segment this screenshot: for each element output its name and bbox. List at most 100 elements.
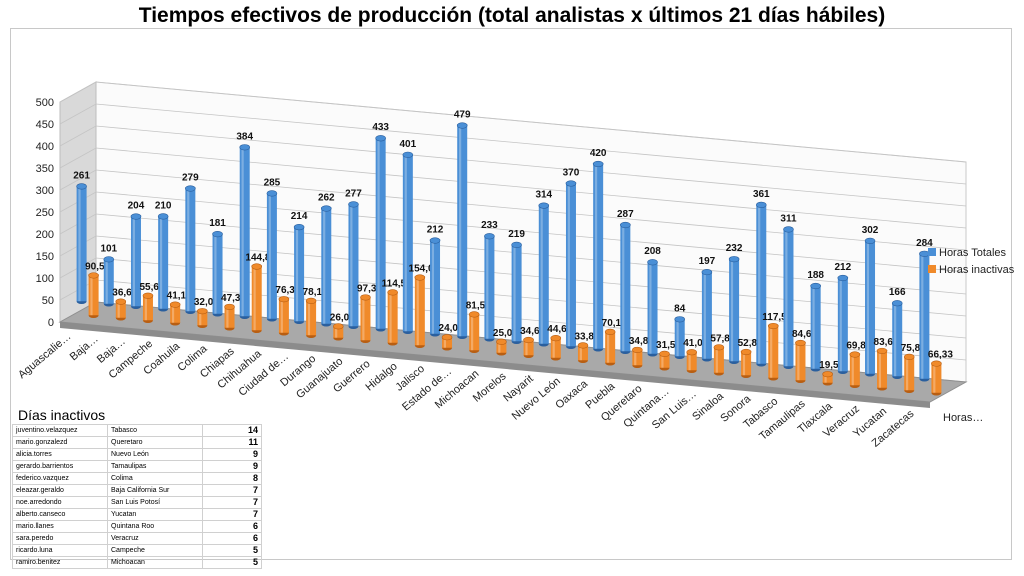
data-label-horas-inactivas: 90,50 — [85, 261, 110, 272]
table-cell-state: Baja California Sur — [107, 484, 203, 497]
table-cell-user: federico.vazquez — [12, 472, 108, 485]
table-cell-days: 7 — [202, 508, 262, 521]
data-label-horas-totales: 311 — [780, 213, 797, 224]
bar-horas-totales — [810, 282, 821, 372]
bar-horas-inactivas — [224, 303, 235, 331]
data-label-horas-inactivas: 41,17 — [167, 291, 192, 302]
bar-horas-totales — [701, 268, 713, 362]
data-label-horas-inactivas: 114,50 — [382, 278, 412, 289]
bar-horas-totales — [647, 259, 658, 357]
bar-horas-totales — [674, 316, 686, 360]
data-label-horas-totales: 302 — [862, 225, 879, 236]
data-label-horas-inactivas: 76,33 — [275, 285, 300, 296]
data-label-horas-totales: 181 — [209, 218, 226, 229]
table-cell-state: Campeche — [107, 544, 203, 557]
data-label-horas-totales: 212 — [835, 262, 852, 273]
data-label-horas-totales: 361 — [753, 189, 770, 200]
bar-horas-inactivas — [713, 344, 725, 376]
data-label-horas-totales: 284 — [916, 238, 933, 249]
table-cell-state: Tabasco — [107, 424, 203, 437]
table-cell-days: 9 — [202, 448, 262, 461]
floor-edge — [60, 322, 930, 408]
data-label-horas-inactivas: 34,83 — [629, 336, 654, 347]
bar-horas-inactivas — [468, 311, 480, 354]
data-label-horas-totales: 479 — [454, 109, 471, 120]
chart-title: Tiempos efectivos de producción (total a… — [138, 4, 886, 27]
data-label-horas-totales: 212 — [427, 224, 444, 235]
table-cell-user: juventino.velazquez — [12, 424, 108, 437]
bar-horas-inactivas — [795, 339, 806, 384]
data-label-horas-totales: 370 — [563, 167, 580, 178]
gridline — [59, 103, 967, 185]
bar-horas-inactivas — [740, 348, 752, 379]
bar-horas-totales — [538, 202, 550, 347]
bar-horas-inactivas — [577, 342, 589, 364]
data-label-horas-totales: 420 — [590, 148, 607, 159]
bar-horas-totales — [891, 300, 903, 380]
data-label-horas-totales: 204 — [128, 200, 145, 211]
table-cell-state: Queretaro — [107, 436, 203, 449]
bar-horas-inactivas — [305, 297, 317, 339]
gridline — [59, 235, 967, 317]
data-label-horas-inactivas: 52,83 — [738, 338, 763, 349]
bar-horas-totales — [755, 201, 767, 367]
data-label-horas-inactivas: 154,00 — [409, 263, 440, 274]
bar-horas-totales — [130, 213, 142, 310]
table-cell-user: gerardo.barrientos — [12, 460, 108, 473]
gridline — [59, 213, 967, 295]
table-row: juventino.velazquez Tabasco 14 — [12, 424, 262, 437]
table-cell-state: San Luis Potosí — [107, 496, 203, 509]
bar-horas-totales — [239, 144, 251, 320]
bar-horas-totales — [157, 213, 169, 312]
data-label-horas-inactivas: 25,00 — [493, 328, 518, 339]
bar-horas-inactivas — [387, 289, 398, 346]
data-label-horas-totales: 287 — [617, 209, 634, 220]
data-label-horas-inactivas: 70,17 — [602, 318, 627, 329]
table-cell-user: alberto.canseco — [12, 508, 108, 521]
y-tick-label: 250 — [36, 207, 54, 219]
bar-horas-totales — [484, 233, 495, 342]
table-cell-user: mario.gonzalezd — [12, 436, 108, 449]
data-label-horas-inactivas: 55,67 — [139, 282, 164, 293]
data-label-horas-inactivas: 34,67 — [520, 326, 545, 337]
data-label-horas-totales: 233 — [481, 220, 498, 231]
bar-horas-totales — [565, 180, 577, 350]
table-cell-state: Veracruz — [107, 532, 203, 545]
data-label-horas-totales: 214 — [291, 211, 308, 222]
table-cell-state: Nuevo León — [107, 448, 203, 461]
bar-horas-totales — [511, 241, 522, 345]
data-label-horas-totales: 285 — [264, 177, 281, 188]
y-tick-label: 50 — [42, 295, 54, 307]
bar-horas-totales — [864, 237, 876, 377]
table-cell-user: ricardo.luna — [12, 544, 108, 557]
data-label-horas-inactivas: 57,83 — [710, 333, 735, 344]
y-tick-label: 0 — [48, 317, 54, 329]
gridline — [59, 191, 967, 273]
bar-horas-inactivas — [632, 346, 643, 369]
table-cell-days: 6 — [202, 532, 262, 545]
data-label-horas-inactivas: 44,67 — [547, 324, 572, 335]
table-cell-days: 5 — [202, 556, 262, 569]
table-cell-days: 9 — [202, 460, 262, 473]
bar-horas-totales — [620, 221, 631, 355]
data-label-horas-inactivas: 33,83 — [574, 331, 599, 342]
data-label-horas-inactivas: 36,67 — [112, 288, 137, 299]
data-label-horas-inactivas: 81,50 — [466, 300, 491, 311]
table-cell-user: mario.llanes — [12, 520, 108, 533]
table-cell-days: 7 — [202, 484, 262, 497]
bar-horas-totales — [76, 183, 87, 305]
bar-horas-inactivas — [686, 349, 698, 374]
data-label-horas-totales: 262 — [318, 192, 335, 203]
bar-horas-inactivas — [523, 336, 534, 359]
table-cell-state: Tamaulipas — [107, 460, 203, 473]
bar-horas-totales — [185, 185, 196, 315]
legend-swatch — [928, 248, 936, 256]
inactive-days-title: Días inactivos — [18, 407, 106, 423]
table-row: eleazar.geraldo Baja California Sur 7 — [12, 484, 262, 497]
bar-horas-totales — [293, 223, 305, 325]
bar-horas-inactivas — [441, 334, 453, 351]
bar-horas-totales — [456, 122, 468, 340]
y-tick-label: 450 — [36, 119, 54, 131]
data-label-horas-inactivas: 47,33 — [221, 293, 246, 304]
